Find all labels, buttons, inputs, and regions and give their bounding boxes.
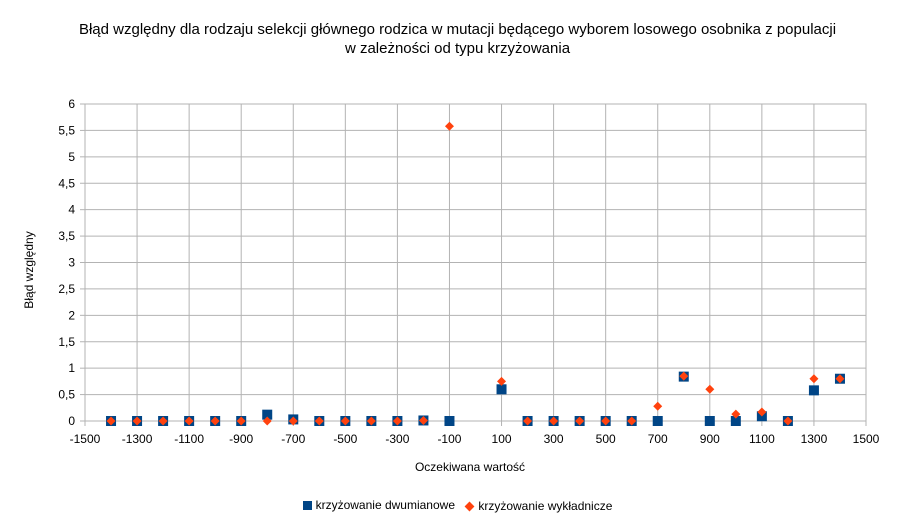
data-point-diamond [835, 374, 845, 384]
x-tick-label: -900 [229, 432, 253, 446]
x-axis-ticks: -1500 -1300 -1100 -900 -700 -500 -300 -100 100 30… [70, 421, 880, 446]
x-tick-label: -1500 [70, 432, 101, 446]
data-point-square [444, 416, 455, 426]
y-tick-label: 2,5 [58, 282, 75, 296]
grid [84, 103, 867, 422]
x-tick-label: -100 [437, 432, 461, 446]
x-axis-title: Oczekiwana wartość [415, 460, 525, 474]
x-tick-label: 1500 [853, 432, 880, 446]
data-point-diamond [783, 416, 793, 426]
data-point-diamond [523, 416, 533, 426]
data-point-diamond [314, 416, 324, 426]
data-point-diamond [340, 416, 350, 426]
data-point-square [496, 384, 507, 395]
series-layer [106, 121, 845, 426]
x-tick-label: 100 [492, 432, 512, 446]
data-point-diamond [288, 416, 298, 426]
x-tick-label: -700 [281, 432, 305, 446]
x-tick-label: 1100 [749, 432, 775, 446]
chart-title: Błąd względny dla rodzaju selekcji główn… [78, 21, 837, 57]
data-point-diamond [158, 416, 168, 426]
data-point-diamond [262, 416, 272, 426]
data-point-diamond [106, 416, 116, 426]
x-tick-label: 900 [700, 432, 720, 446]
y-axis-ticks: 0 0,5 1 1,5 2 2,5 3 3,5 4 4,5 5 5,5 6 [58, 97, 85, 428]
y-tick-label: 5 [68, 150, 75, 164]
y-tick-label: 4,5 [58, 176, 75, 190]
x-tick-label: 500 [596, 432, 616, 446]
x-tick-label: -500 [333, 432, 357, 446]
data-point-diamond [392, 416, 402, 426]
y-tick-label: 1,5 [58, 335, 75, 349]
x-tick-label: 1300 [801, 432, 828, 446]
data-point-diamond [366, 416, 376, 426]
data-point-diamond [132, 416, 142, 426]
legend-label-dwumianowe: krzyżowanie dwumianowe [315, 498, 455, 512]
data-point-diamond [809, 374, 819, 384]
y-tick-label: 0,5 [58, 388, 75, 402]
y-tick-label: 0 [68, 414, 75, 428]
legend-label-wykladnicze: krzyżowanie wykładnicze [478, 499, 613, 513]
data-point-diamond [705, 384, 715, 394]
data-point-diamond [757, 407, 767, 417]
square-marker-icon [302, 500, 312, 510]
y-tick-label: 3 [68, 256, 75, 270]
data-point-diamond [627, 416, 637, 426]
y-tick-label: 4 [68, 203, 75, 217]
data-point-square [262, 409, 273, 420]
data-point-square [652, 416, 663, 426]
data-point-diamond [210, 416, 220, 426]
series-dwumianowe [106, 371, 845, 426]
x-tick-label: -1100 [174, 432, 204, 446]
series-wykladnicze [106, 121, 845, 426]
diamond-marker-icon [464, 501, 475, 511]
data-point-diamond [444, 121, 454, 131]
y-axis-title: Błąd względny [22, 231, 36, 308]
data-point-diamond [497, 376, 507, 386]
data-point-diamond [236, 416, 246, 426]
data-point-diamond [575, 416, 585, 426]
legend-item-wykladnicze: krzyżowanie wykładnicze [464, 499, 613, 513]
data-point-diamond [731, 409, 741, 419]
y-tick-label: 5,5 [58, 123, 75, 137]
x-tick-label: -1300 [122, 432, 153, 446]
data-point-diamond [601, 416, 611, 426]
x-tick-label: -300 [385, 432, 409, 446]
data-point-square [730, 416, 741, 426]
y-tick-label: 3,5 [58, 229, 75, 243]
data-point-diamond [184, 416, 194, 426]
data-point-diamond [679, 371, 689, 381]
y-tick-label: 6 [68, 97, 75, 111]
x-tick-label: 700 [648, 432, 668, 446]
y-tick-label: 1 [68, 361, 75, 375]
legend-item-dwumianowe: krzyżowanie dwumianowe [302, 498, 455, 512]
data-point-diamond [418, 415, 428, 425]
legend: krzyżowanie dwumianowe krzyżowanie wykła… [0, 498, 915, 513]
data-point-square [808, 385, 819, 396]
data-point-diamond [549, 416, 559, 426]
x-tick-label: 300 [544, 432, 564, 446]
y-tick-label: 2 [68, 308, 75, 322]
data-point-square [704, 416, 715, 426]
data-point-diamond [653, 401, 663, 411]
